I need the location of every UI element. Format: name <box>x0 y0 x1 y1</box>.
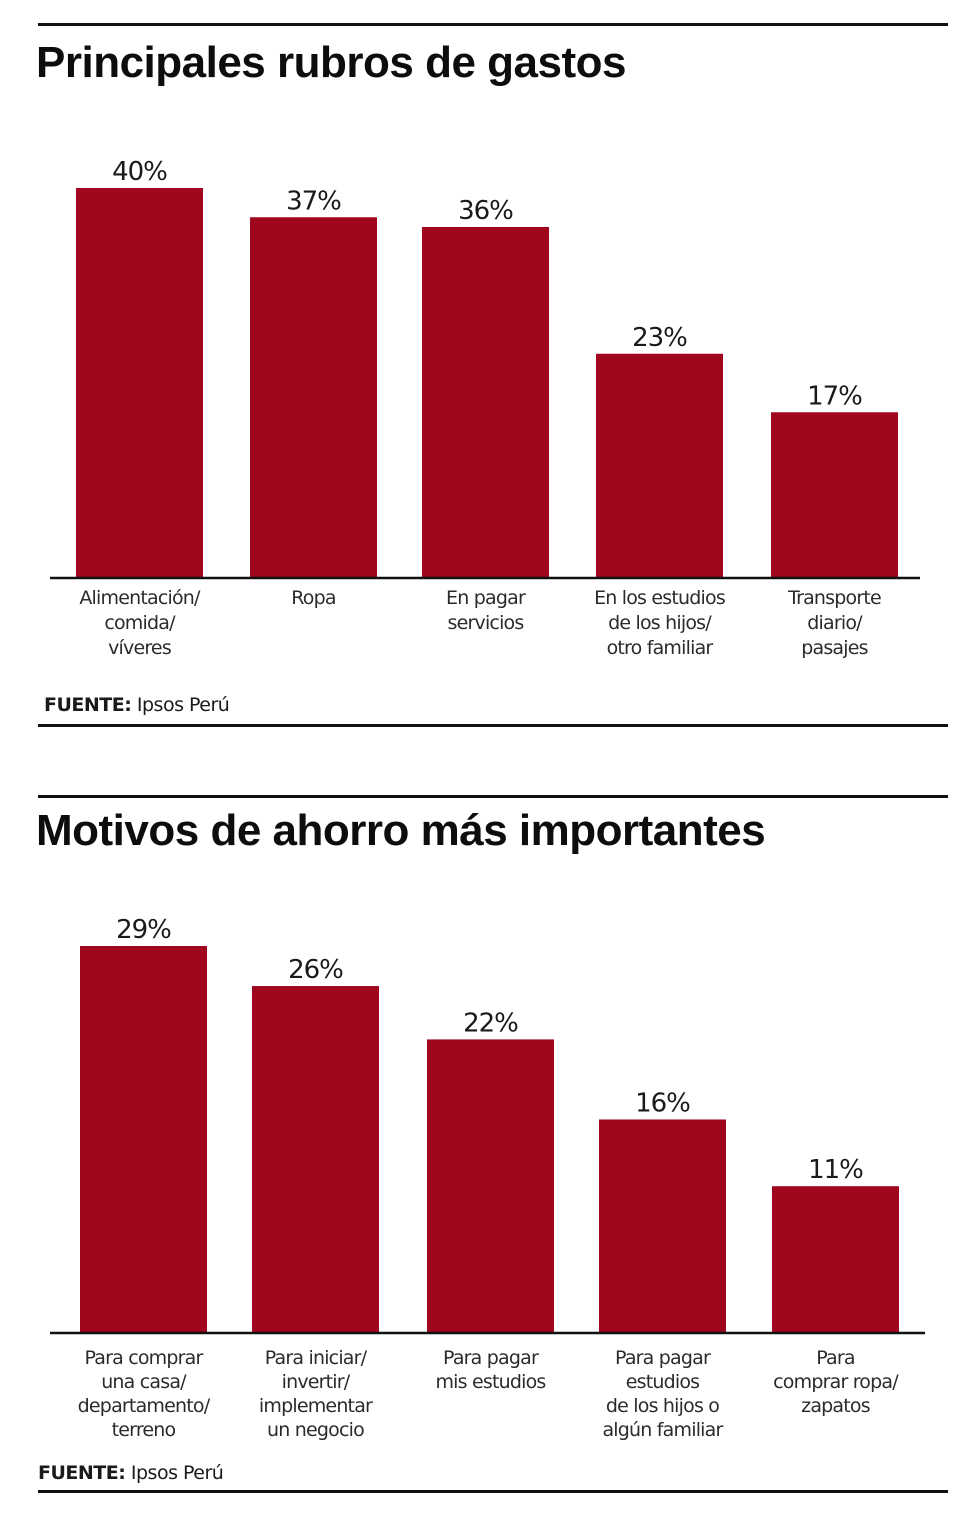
bottom-rule-chart2 <box>38 1490 948 1493</box>
chart2-title: Motivos de ahorro más importantes <box>36 806 766 855</box>
chart2-source-label: FUENTE: <box>38 1462 126 1484</box>
chart1-value-label-1: 40% <box>112 157 167 187</box>
chart2-value-label-3: 22% <box>463 1008 518 1038</box>
chart1-bar-3 <box>422 227 549 578</box>
chart2-bar-5 <box>772 1186 899 1333</box>
chart1-bar-2 <box>250 217 377 578</box>
chart2-bar-3 <box>427 1039 554 1333</box>
chart2-value-label-1: 29% <box>116 915 171 945</box>
chart1-category-label-1: Alimentación/comida/víveres <box>79 587 201 659</box>
chart1-source-value: Ipsos Perú <box>136 694 230 716</box>
chart1-category-label-4: En los estudios de los hijos/otro familia… <box>594 587 725 659</box>
chart2-bar-4 <box>599 1119 726 1333</box>
chart2-category-label-5: Para comprar ropa/zapatos <box>773 1347 899 1417</box>
chart1-value-label-4: 23% <box>632 323 687 353</box>
top-rule-chart1 <box>38 23 948 26</box>
chart1-value-label-2: 37% <box>286 186 341 216</box>
chart1-value-label-3: 36% <box>458 196 513 226</box>
chart1-plot: 40% Alimentación/comida/víveres 37% Ropa 36%… <box>50 157 920 659</box>
chart2-category-label-4: Para pagar estudios de los hijos o algún fa… <box>602 1347 723 1441</box>
top-rule-chart2 <box>38 795 948 798</box>
chart1-category-label-3: En pagar servicios <box>446 587 526 634</box>
chart2-source-value: Ipsos Perú <box>130 1462 224 1484</box>
chart1-bar-1 <box>76 188 203 578</box>
chart1-bar-4 <box>596 353 723 578</box>
chart2-source: FUENTE: Ipsos Perú <box>38 1462 224 1484</box>
chart2-plot: 29% Para comprar una casa/departamento/ter… <box>50 915 925 1441</box>
chart1-category-label-5: Transporte diario/pasajes <box>787 587 881 659</box>
bottom-rule-chart1 <box>38 724 948 727</box>
chart2-bar-2 <box>252 986 379 1333</box>
chart1-category-label-2: Ropa <box>291 587 335 609</box>
chart2-value-label-2: 26% <box>288 955 343 985</box>
chart1-source-label: FUENTE: <box>44 694 132 716</box>
chart2-bar-1 <box>80 946 207 1333</box>
chart2-value-label-5: 11% <box>808 1155 863 1185</box>
chart2-value-label-4: 16% <box>635 1088 690 1118</box>
chart2-category-label-3: Para pagar mis estudios <box>435 1347 545 1393</box>
chart1-value-label-5: 17% <box>807 381 862 411</box>
chart1-title: Principales rubros de gastos <box>36 38 626 87</box>
chart2-category-label-1: Para comprar una casa/departamento/terren… <box>78 1347 211 1441</box>
chart2-category-label-2: Para iniciar/invertir/implementar un nego… <box>259 1347 373 1441</box>
chart1-bar-5 <box>771 412 898 578</box>
chart1-source: FUENTE: Ipsos Perú <box>44 694 230 716</box>
